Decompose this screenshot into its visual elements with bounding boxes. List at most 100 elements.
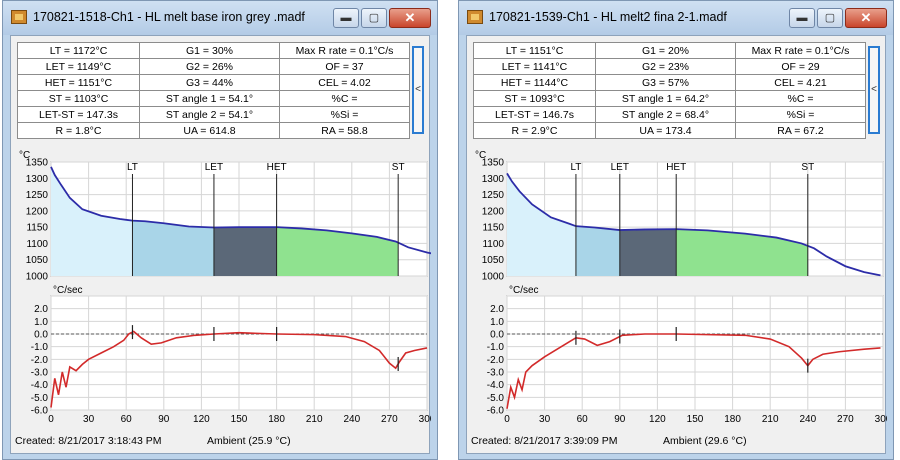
stat-cell: G1 = 30% (139, 42, 280, 59)
temperature-curve (50, 166, 431, 255)
window-content: LT = 1151°C G1 = 20% Max R rate = 0.1°C/s … (466, 35, 887, 454)
x-tick-label: 270 (837, 414, 854, 425)
table-row: LET = 1149°C G2 = 26% OF = 37 (17, 58, 410, 75)
phase-region (619, 229, 677, 276)
stat-cell: LT = 1151°C (473, 42, 596, 59)
stat-cell: %C = (279, 90, 410, 107)
close-button[interactable]: ✕ (389, 8, 431, 28)
phase-region (213, 227, 277, 276)
x-tick-label: 120 (193, 414, 210, 425)
table-row: LT = 1151°C G1 = 20% Max R rate = 0.1°C/s (473, 42, 866, 59)
chevron-left-icon: < (415, 84, 421, 95)
phase-region (132, 220, 214, 276)
stat-cell: HET = 1144°C (473, 74, 596, 91)
cooling-rate-curve (506, 333, 881, 409)
x-tick-label: 150 (231, 414, 248, 425)
x-tick-label: 0 (504, 414, 510, 425)
window-title: 170821-1539-Ch1 - HL melt2 fina 2-1.madf (489, 10, 727, 24)
side-panel-toggle-button[interactable]: < (868, 46, 880, 134)
stat-cell: %C = (735, 90, 866, 107)
x-tick-label: 90 (614, 414, 626, 425)
app-icon (467, 10, 483, 24)
stat-cell: ST angle 1 = 54.1° (139, 90, 280, 107)
stat-cell: LET = 1141°C (473, 58, 596, 75)
x-tick-label: 240 (343, 414, 360, 425)
stat-cell: Max R rate = 0.1°C/s (735, 42, 866, 59)
upper-axis-unit: °C (19, 150, 30, 161)
stat-cell: LET = 1149°C (17, 58, 140, 75)
stat-cell: ST angle 2 = 68.4° (595, 106, 736, 123)
y-tick-label: -6.0 (487, 406, 505, 417)
minimize-button[interactable]: ▬ (333, 8, 359, 28)
table-row: ST = 1103°C ST angle 1 = 54.1° %C = (17, 90, 410, 107)
x-tick-label: 30 (539, 414, 551, 425)
y-tick-label: 2.0 (34, 304, 48, 315)
stats-table: LT = 1172°C G1 = 30% Max R rate = 0.1°C/s … (17, 42, 410, 139)
window-title: 170821-1518-Ch1 - HL melt base iron grey… (33, 10, 305, 24)
stat-cell: G2 = 23% (595, 58, 736, 75)
window-left: 170821-1518-Ch1 - HL melt base iron grey… (2, 0, 438, 460)
stat-cell: HET = 1151°C (17, 74, 140, 91)
y-tick-label: -3.0 (31, 368, 49, 379)
y-tick-label: -6.0 (31, 406, 49, 417)
stat-cell: %Si = (279, 106, 410, 123)
stat-cell: UA = 614.8 (139, 122, 280, 139)
phase-region (276, 227, 399, 276)
phase-region (507, 173, 576, 276)
y-tick-label: 1200 (26, 206, 49, 217)
y-tick-label: 1150 (26, 223, 48, 234)
y-tick-label: -4.0 (31, 380, 49, 391)
close-button[interactable]: ✕ (845, 8, 887, 28)
maximize-button[interactable]: ▢ (817, 8, 843, 28)
window-content: LT = 1172°C G1 = 30% Max R rate = 0.1°C/s … (10, 35, 431, 454)
stat-cell: CEL = 4.02 (279, 74, 410, 91)
cooling-rate-curve (50, 330, 428, 408)
y-tick-label: 1.0 (490, 317, 504, 328)
x-tick-label: 210 (306, 414, 323, 425)
y-tick-label: 1350 (26, 158, 49, 169)
y-tick-label: 1100 (26, 239, 48, 250)
stat-cell: LET-ST = 147.3s (17, 106, 140, 123)
marker-label: HET (666, 162, 686, 173)
marker-label: HET (267, 162, 287, 173)
stat-cell: RA = 58.8 (279, 122, 410, 139)
phase-region (51, 166, 133, 276)
title-bar[interactable]: 170821-1539-Ch1 - HL melt2 fina 2-1.madf… (459, 1, 893, 35)
cooling-curve-chart: LT LET HET ST°C1350130012501200115011001050… (475, 150, 887, 425)
table-row: HET = 1151°C G3 = 44% CEL = 4.02 (17, 74, 410, 91)
stat-cell: CEL = 4.21 (735, 74, 866, 91)
y-tick-label: -5.0 (487, 393, 505, 404)
x-tick-label: 30 (83, 414, 95, 425)
stat-cell: G3 = 44% (139, 74, 280, 91)
y-tick-label: 1300 (26, 174, 49, 185)
stat-cell: ST angle 2 = 54.1° (139, 106, 280, 123)
app-icon (11, 10, 27, 24)
marker-label: LET (205, 162, 223, 173)
stat-cell: OF = 37 (279, 58, 410, 75)
y-tick-label: 1250 (26, 190, 49, 201)
maximize-button[interactable]: ▢ (361, 8, 387, 28)
side-panel-toggle-button[interactable]: < (412, 46, 424, 134)
title-bar[interactable]: 170821-1518-Ch1 - HL melt base iron grey… (3, 1, 437, 35)
marker-label: LET (611, 162, 629, 173)
x-tick-label: 60 (121, 414, 133, 425)
y-tick-label: -1.0 (487, 342, 505, 353)
x-tick-label: 180 (268, 414, 285, 425)
stat-cell: G3 = 57% (595, 74, 736, 91)
table-row: LET-ST = 146.7s ST angle 2 = 68.4° %Si = (473, 106, 866, 123)
x-tick-label: 240 (799, 414, 816, 425)
stat-cell: LT = 1172°C (17, 42, 140, 59)
status-bar: Created: 8/21/2017 3:18:43 PM Ambient (2… (11, 432, 429, 452)
y-tick-label: 0.0 (490, 330, 504, 341)
x-tick-label: 60 (577, 414, 589, 425)
y-tick-label: 1000 (26, 272, 49, 283)
table-row: LT = 1172°C G1 = 30% Max R rate = 0.1°C/s (17, 42, 410, 59)
window-right: 170821-1539-Ch1 - HL melt2 fina 2-1.madf… (458, 0, 894, 460)
phase-region (676, 229, 808, 276)
minimize-button[interactable]: ▬ (789, 8, 815, 28)
table-row: LET = 1141°C G2 = 23% OF = 29 (473, 58, 866, 75)
y-tick-label: 1050 (26, 255, 49, 266)
x-tick-label: 180 (724, 414, 741, 425)
y-tick-label: 1350 (482, 158, 505, 169)
upper-axis-unit: °C (475, 150, 486, 161)
